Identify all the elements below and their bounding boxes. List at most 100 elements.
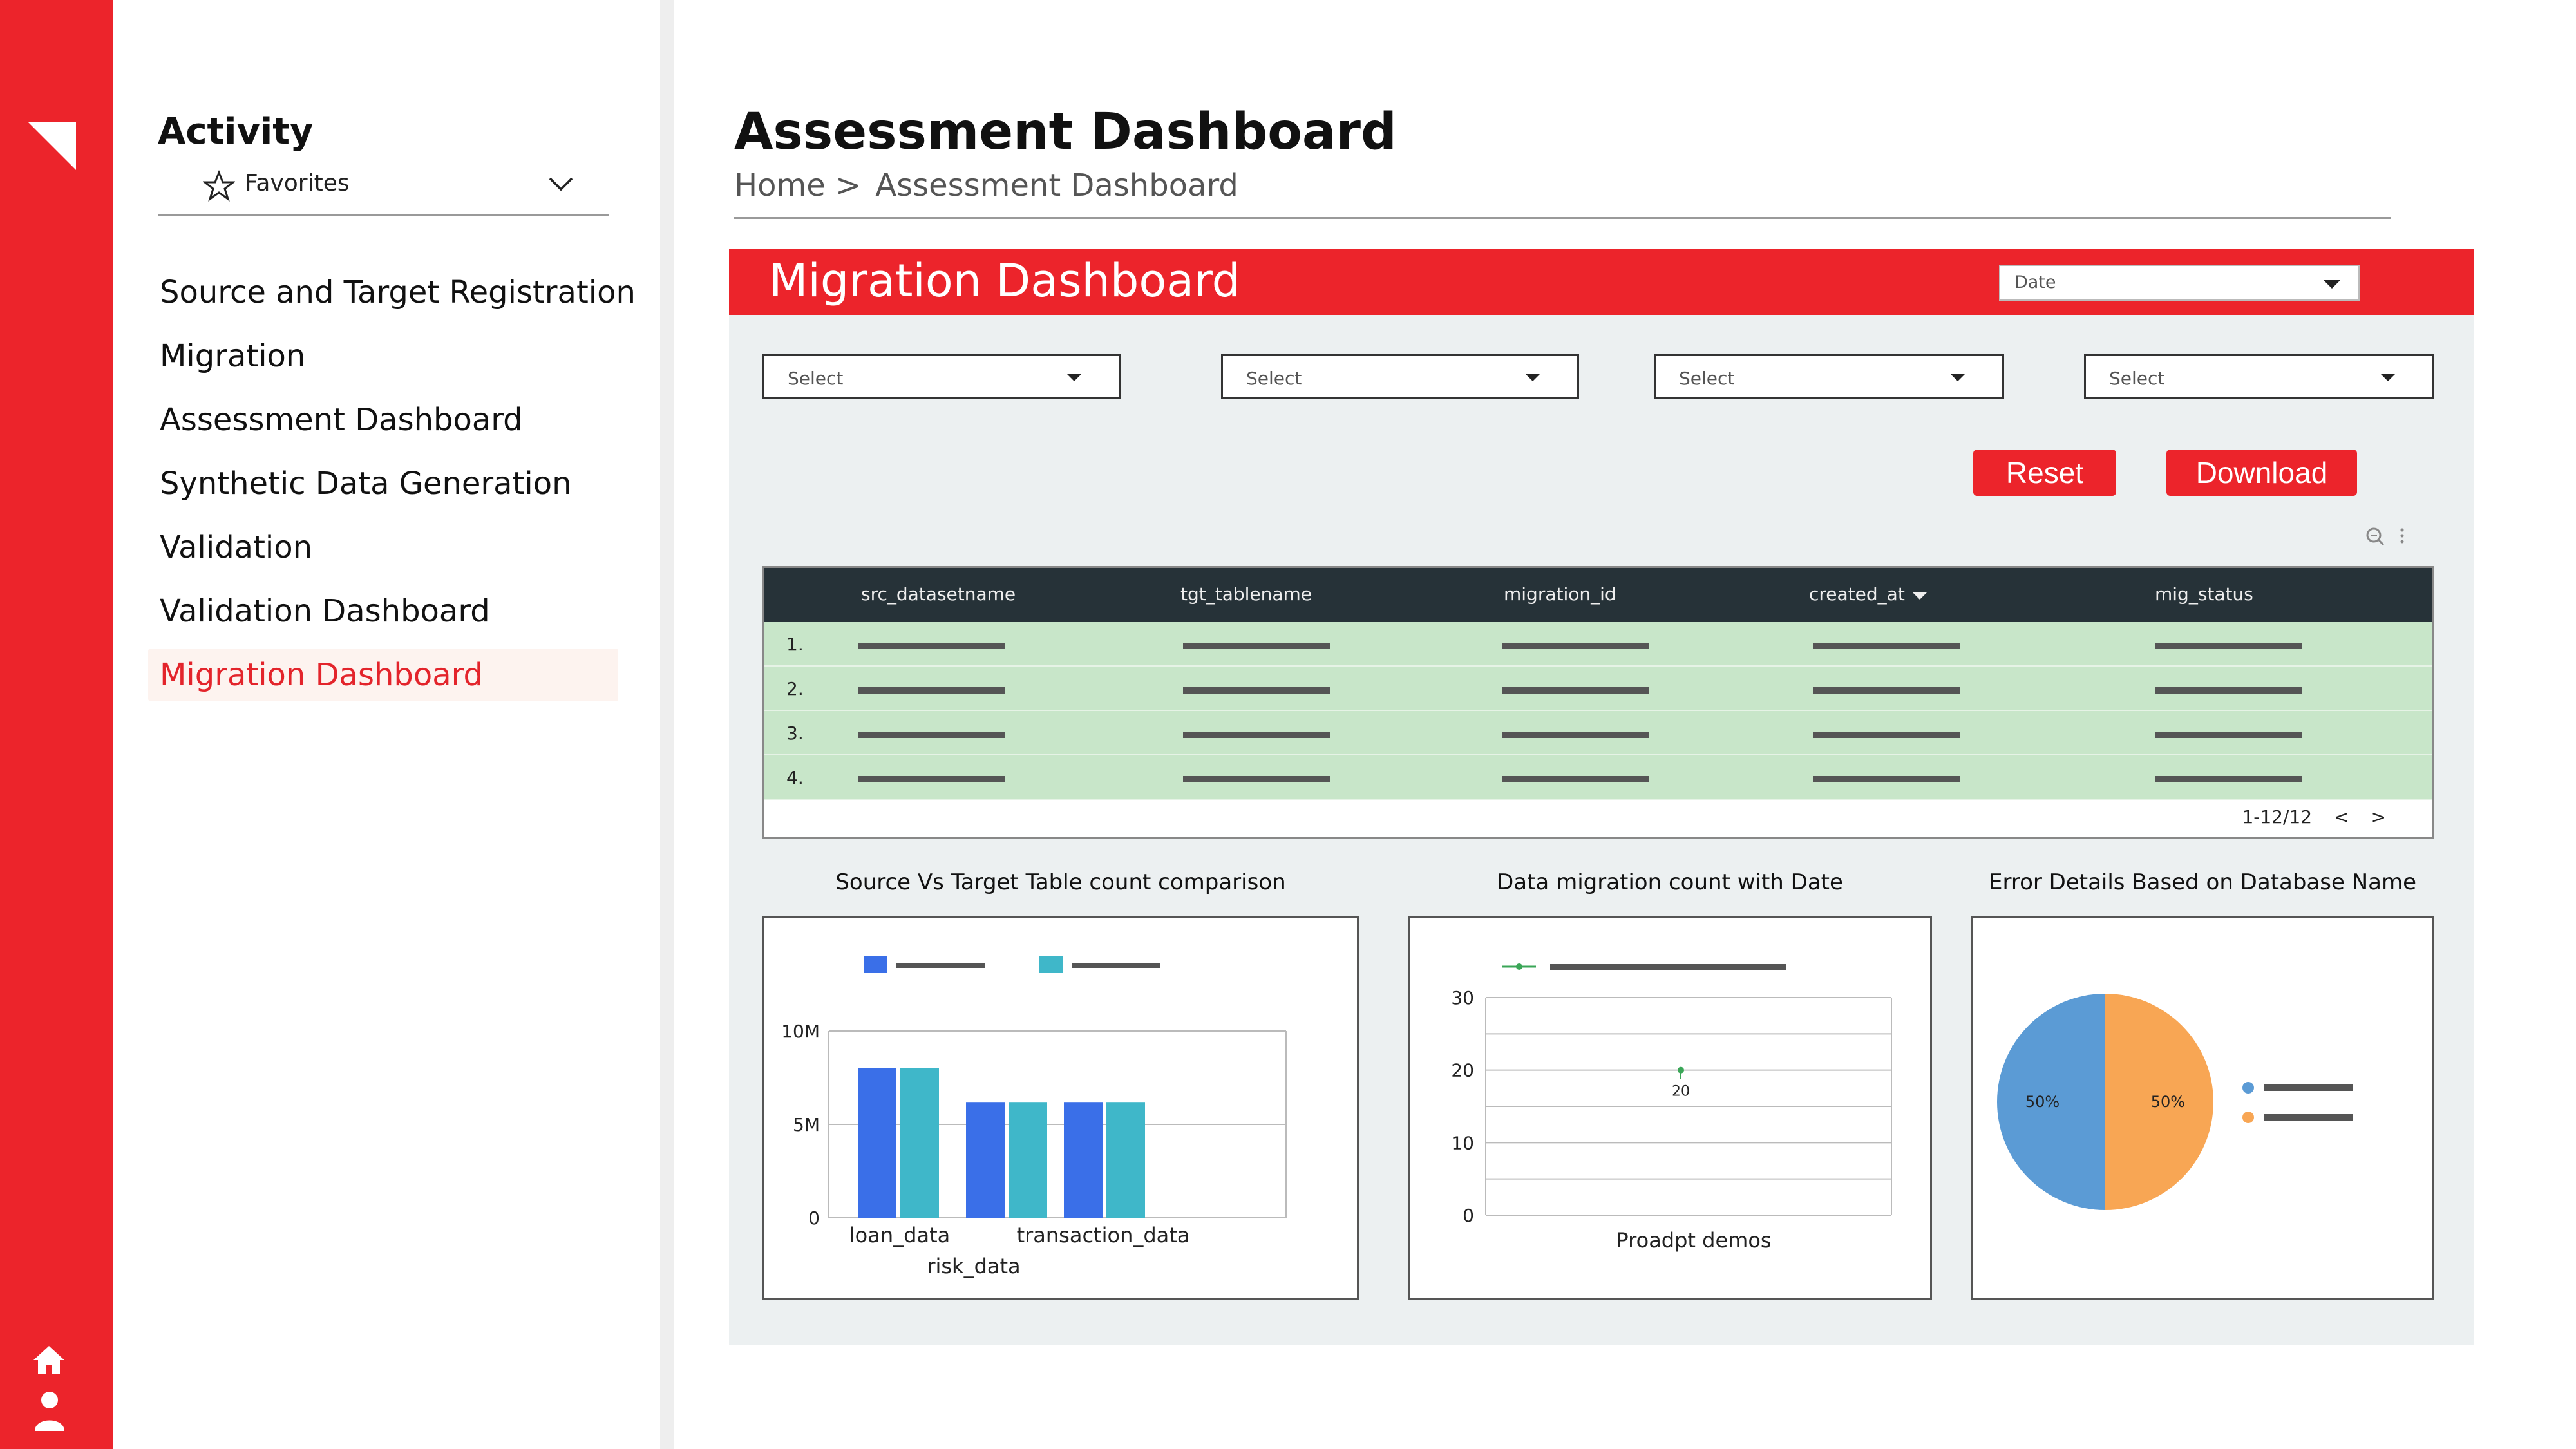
- pagination-range: 1-12/12: [2242, 806, 2313, 828]
- dashboard-header-bar: Migration Dashboard Date: [729, 249, 2474, 315]
- y-tick-label: 10M: [781, 1021, 820, 1042]
- bar-transaction_data-series-2: [1106, 1102, 1145, 1218]
- bar-chart: 0 5M 10M loan_data risk_data transaction_data: [762, 916, 1359, 1300]
- favorites-dropdown[interactable]: Favorites: [158, 165, 609, 216]
- legend-marker-series-1: [1516, 963, 1522, 970]
- x-tick-label: loan_data: [849, 1223, 950, 1247]
- line-chart-title: Data migration count with Date: [1497, 869, 1843, 895]
- pie-slice-1: [1997, 994, 2105, 1210]
- zoom-icon[interactable]: [2366, 527, 2385, 546]
- y-tick-label: 5M: [793, 1114, 820, 1135]
- filter-select-3[interactable]: Select: [1654, 354, 2004, 399]
- legend-dot-slice-2: [2242, 1112, 2254, 1123]
- date-select[interactable]: Date: [1999, 265, 2360, 301]
- table-cell-placeholder: [1502, 643, 1649, 649]
- user-icon[interactable]: [33, 1391, 66, 1431]
- filter-select-value: Select: [2109, 368, 2165, 389]
- date-select-value: Date: [2014, 272, 2056, 292]
- sidebar-nav: Source and Target Registration Migration…: [148, 261, 636, 701]
- filter-select-1[interactable]: Select: [762, 354, 1121, 399]
- table-cell-placeholder: [1813, 643, 1960, 649]
- x-tick-label: transaction_data: [1017, 1223, 1190, 1247]
- dashboard-title: Migration Dashboard: [769, 254, 1241, 307]
- pie-slice-label: 50%: [2025, 1093, 2060, 1111]
- reset-button[interactable]: Reset: [1973, 450, 2116, 496]
- chevron-down-icon[interactable]: [548, 175, 574, 193]
- bar-risk_data-series-1: [966, 1102, 1005, 1218]
- pagination-next-button[interactable]: >: [2371, 806, 2386, 828]
- filter-select-2[interactable]: Select: [1221, 354, 1579, 399]
- table-row[interactable]: 3.: [764, 711, 2432, 755]
- table-pagination: 1-12/12 < >: [2220, 806, 2386, 828]
- sidebar-item-validation[interactable]: Validation: [160, 529, 313, 565]
- download-button[interactable]: Download: [2166, 450, 2357, 496]
- column-header-src-datasetname[interactable]: src_datasetname: [861, 583, 1016, 605]
- legend-label-placeholder: [2264, 1084, 2353, 1091]
- table-row[interactable]: 4.: [764, 755, 2432, 800]
- sidebar-divider: [660, 0, 674, 1449]
- sidebar-item-synthetic-data-generation[interactable]: Synthetic Data Generation: [160, 466, 572, 502]
- row-number: 1.: [786, 634, 804, 655]
- caret-down-icon: [1067, 374, 1081, 381]
- star-icon: [203, 170, 235, 202]
- table-header: src_datasetname tgt_tablename migration_…: [764, 568, 2432, 622]
- table-cell-placeholder: [1813, 776, 1960, 782]
- table-cell-placeholder: [858, 732, 1005, 738]
- data-label: 20: [1672, 1084, 1690, 1100]
- legend-swatch-series-1: [864, 956, 887, 973]
- table-cell-placeholder: [858, 687, 1005, 694]
- sidebar-section-title: Activity: [158, 111, 314, 153]
- caret-down-icon: [2324, 280, 2340, 289]
- column-header-created-at[interactable]: created_at: [1809, 583, 1905, 605]
- pie-slice-2: [2105, 994, 2213, 1210]
- sidebar-item-validation-dashboard[interactable]: Validation Dashboard: [160, 593, 490, 629]
- table-body: 1. 2. 3.: [764, 622, 2432, 800]
- table-row[interactable]: 1.: [764, 622, 2432, 667]
- bar-risk_data-series-2: [1009, 1102, 1047, 1218]
- bar-loan_data-series-1: [858, 1068, 896, 1218]
- migration-dashboard-panel: Migration Dashboard Date Select Select S…: [729, 249, 2474, 1345]
- table-cell-placeholder: [2155, 643, 2302, 649]
- sidebar-item-source-target-registration[interactable]: Source and Target Registration: [160, 274, 636, 310]
- sort-desc-icon[interactable]: [1913, 592, 1927, 600]
- table-cell-placeholder: [1183, 732, 1330, 738]
- legend-swatch-series-2: [1039, 956, 1063, 973]
- corner-triangle-logo-icon[interactable]: [28, 122, 76, 170]
- pie-chart-svg: 50% 50%: [1997, 994, 2353, 1210]
- table-cell-placeholder: [2155, 776, 2302, 782]
- row-number: 4.: [786, 767, 804, 788]
- table-cell-placeholder: [1813, 732, 1960, 738]
- column-header-migration-id[interactable]: migration_id: [1504, 583, 1616, 605]
- breadcrumb-home[interactable]: Home >: [734, 167, 862, 204]
- table-cell-placeholder: [2155, 687, 2302, 694]
- legend-dot-slice-1: [2242, 1082, 2254, 1094]
- legend-label-placeholder: [2264, 1114, 2353, 1121]
- filter-select-value: Select: [1246, 368, 1302, 389]
- caret-down-icon: [1951, 374, 1965, 381]
- data-point: [1678, 1066, 1684, 1074]
- sidebar-item-migration[interactable]: Migration: [160, 338, 306, 374]
- table-row[interactable]: 2.: [764, 667, 2432, 711]
- y-tick-label: 0: [808, 1208, 820, 1229]
- y-tick-label: 0: [1463, 1205, 1474, 1226]
- sidebar: [113, 0, 660, 1449]
- x-tick-label: risk_data: [927, 1254, 1020, 1278]
- bar-transaction_data-series-1: [1064, 1102, 1103, 1218]
- column-header-tgt-tablename[interactable]: tgt_tablename: [1180, 583, 1312, 605]
- y-tick-label: 20: [1451, 1060, 1474, 1081]
- table-cell-placeholder: [1813, 687, 1960, 694]
- pie-slice-label: 50%: [2151, 1093, 2185, 1111]
- pagination-prev-button[interactable]: <: [2334, 806, 2349, 828]
- filter-select-4[interactable]: Select: [2084, 354, 2434, 399]
- more-vertical-icon[interactable]: [2400, 528, 2404, 544]
- bar-chart-title: Source Vs Target Table count comparison: [835, 869, 1286, 895]
- table-cell-placeholder: [1183, 643, 1330, 649]
- table-cell-placeholder: [858, 643, 1005, 649]
- home-icon[interactable]: [32, 1345, 66, 1376]
- sidebar-item-migration-dashboard[interactable]: Migration Dashboard: [148, 649, 618, 701]
- sidebar-item-assessment-dashboard[interactable]: Assessment Dashboard: [160, 402, 523, 438]
- table-cell-placeholder: [1183, 687, 1330, 694]
- pie-chart-title: Error Details Based on Database Name: [1988, 869, 2417, 895]
- column-header-mig-status[interactable]: mig_status: [2155, 583, 2253, 605]
- bar-loan_data-series-2: [900, 1068, 939, 1218]
